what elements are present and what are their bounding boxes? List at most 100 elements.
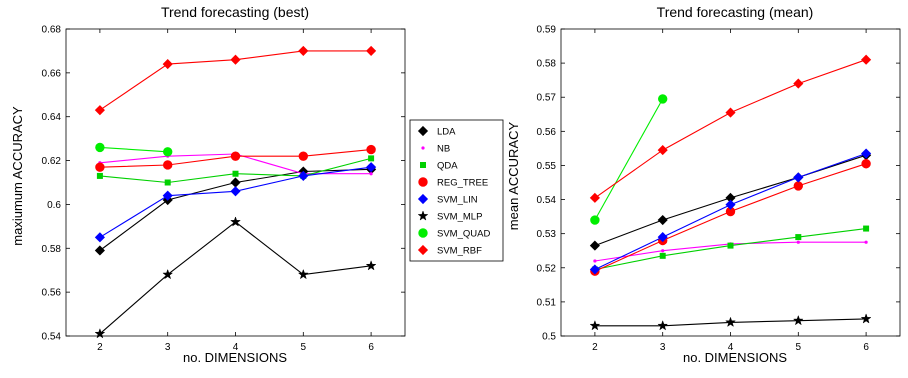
- y-tick-label: 0.58: [42, 244, 62, 255]
- x-tick-label: 5: [301, 342, 307, 353]
- data-point-svm-mlp: [725, 316, 736, 328]
- data-point-svm-quad: [162, 147, 173, 157]
- legend-item-svm-mlp: SVM_MLP: [417, 210, 482, 223]
- data-point-reg-tree: [298, 151, 309, 161]
- data-point-qda: [863, 225, 870, 232]
- data-point-svm-lin: [230, 186, 241, 197]
- series-lda: [94, 164, 377, 256]
- y-tick-label: 0.53: [537, 229, 557, 240]
- x-tick-label: 6: [368, 342, 374, 353]
- legend-label: SVM_MLP: [437, 212, 482, 223]
- chart-right-mean: Trend forecasting (mean) no. DIMENSIONS …: [506, 4, 901, 365]
- legend-label: SVM_QUAD: [437, 229, 490, 240]
- data-point-nb: [593, 259, 597, 263]
- data-point-reg-tree: [95, 162, 105, 172]
- data-point-svm-lin: [657, 232, 668, 243]
- data-point-qda: [164, 179, 171, 186]
- data-point-qda: [368, 155, 375, 162]
- data-point-svm-mlp: [365, 260, 377, 271]
- legend-marker-qda: [420, 162, 426, 168]
- legend-label: SVM_RBF: [437, 246, 482, 257]
- data-point-svm-lin: [298, 170, 309, 181]
- data-point-nb: [864, 240, 868, 244]
- data-point-svm-mlp: [792, 314, 804, 326]
- y-axis-label: mean ACCURACY: [506, 121, 521, 230]
- data-point-reg-tree: [162, 160, 173, 170]
- legend-item-svm-rbf: SVM_RBF: [417, 244, 482, 257]
- series-svm-mlp: [589, 313, 872, 331]
- legend-label: SVM_LIN: [437, 195, 478, 206]
- data-point-qda: [232, 170, 239, 177]
- y-tick-label: 0.56: [42, 288, 62, 299]
- data-point-lda: [230, 177, 241, 188]
- data-point-svm-lin: [725, 199, 736, 210]
- x-tick-label: 5: [796, 342, 802, 353]
- legend-label: LDA: [437, 127, 456, 138]
- y-tick-label: 0.68: [42, 25, 62, 36]
- series-reg-tree: [95, 144, 376, 172]
- data-point-qda: [727, 242, 734, 249]
- series-line-svm-quad: [594, 98, 664, 221]
- data-point-svm-quad: [95, 142, 105, 153]
- data-point-reg-tree: [861, 159, 871, 169]
- data-point-svm-rbf: [793, 78, 804, 89]
- data-point-svm-mlp: [230, 216, 241, 227]
- x-axis-label: no. DIMENSIONS: [183, 350, 287, 365]
- series-svm-lin: [94, 162, 377, 243]
- data-point-svm-lin: [861, 148, 872, 159]
- series-reg-tree: [590, 159, 871, 276]
- legend-item-lda: LDA: [417, 125, 456, 138]
- data-point-qda: [96, 172, 103, 179]
- y-tick-label: 0.54: [537, 195, 557, 206]
- data-point-qda: [659, 252, 666, 259]
- y-axis-label: maxiumum ACCURACY: [10, 106, 25, 246]
- y-tick-label: 0.54: [42, 332, 62, 343]
- chart-title: Trend forecasting (mean): [657, 4, 814, 20]
- series-svm-quad: [95, 142, 173, 157]
- data-point-svm-lin: [162, 190, 173, 201]
- data-point-svm-lin: [94, 232, 105, 243]
- legend-marker-nb: [421, 146, 425, 150]
- data-point-svm-rbf: [94, 105, 105, 116]
- data-point-svm-quad: [590, 215, 600, 225]
- series-svm-quad: [590, 94, 668, 225]
- data-point-svm-lin: [589, 264, 600, 275]
- data-point-reg-tree: [366, 144, 376, 155]
- x-tick-label: 3: [660, 342, 666, 353]
- y-tick-label: 0.5: [542, 332, 556, 343]
- x-tick-label: 2: [592, 342, 598, 353]
- series-svm-rbf: [589, 54, 872, 203]
- data-point-lda: [589, 240, 600, 251]
- legend-marker-svm-mlp: [417, 210, 429, 221]
- data-point-svm-rbf: [230, 54, 241, 65]
- series-svm-mlp: [94, 216, 377, 339]
- series-line-svm-quad: [99, 146, 168, 153]
- data-point-qda: [795, 234, 802, 241]
- legend-item-svm-lin: SVM_LIN: [417, 193, 478, 206]
- y-tick-label: 0.52: [537, 263, 557, 274]
- x-tick-label: 4: [728, 342, 734, 353]
- y-tick-label: 0.57: [537, 93, 557, 104]
- data-point-svm-mlp: [94, 328, 106, 339]
- data-point-svm-rbf: [589, 192, 600, 203]
- legend-item-nb: NB: [421, 144, 450, 155]
- y-tick-label: 0.58: [537, 59, 557, 70]
- data-point-nb: [796, 240, 800, 244]
- data-point-lda: [94, 245, 105, 256]
- legend-box: [409, 119, 504, 262]
- plot-frame: [560, 28, 901, 337]
- series-svm-lin: [589, 148, 872, 275]
- data-point-reg-tree: [793, 181, 804, 191]
- y-tick-label: 0.64: [42, 112, 62, 123]
- legend-marker-svm-lin: [417, 193, 429, 205]
- x-tick-label: 4: [233, 342, 239, 353]
- data-point-svm-lin: [793, 172, 804, 183]
- data-point-svm-quad: [658, 94, 668, 104]
- data-point-svm-rbf: [725, 107, 736, 118]
- data-point-reg-tree: [230, 151, 241, 161]
- series-line-qda: [594, 228, 867, 271]
- y-tick-label: 0.66: [42, 68, 62, 79]
- chart-left-best: Trend forecasting (best) no. DIMENSIONS …: [10, 4, 406, 365]
